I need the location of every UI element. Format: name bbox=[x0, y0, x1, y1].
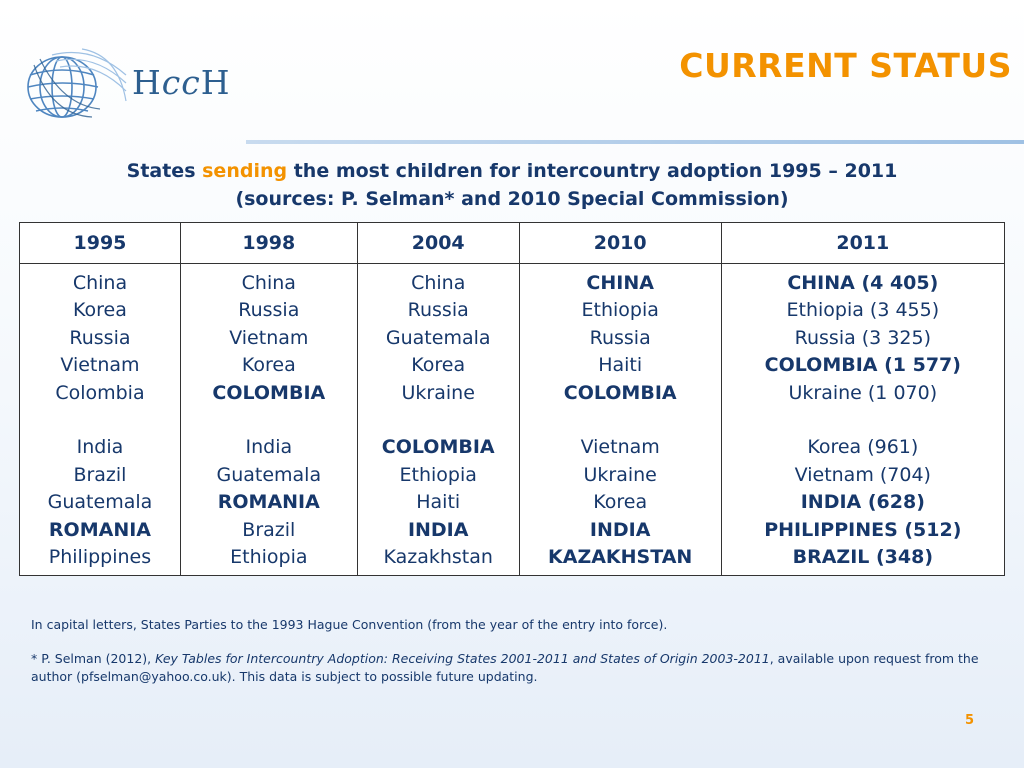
table-header-row: 1995 1998 2004 2010 2011 bbox=[19, 222, 1006, 264]
country-entry: KAZAKHSTAN bbox=[548, 546, 693, 569]
country-entry: Colombia bbox=[55, 381, 145, 404]
country-entry: Brazil bbox=[73, 463, 127, 486]
country-entry: Ukraine bbox=[401, 381, 475, 404]
country-entry: CHINA bbox=[586, 272, 654, 294]
country-entry: Guatemala bbox=[47, 491, 153, 514]
column-header: 2010 bbox=[518, 222, 722, 264]
country-entry: Haiti bbox=[598, 354, 643, 377]
country-entry: INDIA (628) bbox=[800, 491, 925, 514]
country-entry: Korea bbox=[593, 491, 648, 514]
country-entry: COLOMBIA bbox=[563, 381, 677, 404]
country-entry: Haiti bbox=[416, 491, 461, 514]
footnote-source: * P. Selman (2012), Key Tables for Inter… bbox=[31, 651, 979, 684]
year-cell: China Russia Vietnam Korea COLOMBIA India Guat… bbox=[179, 262, 358, 577]
country-entry: India bbox=[245, 436, 293, 459]
country-entry: Philippines bbox=[48, 546, 152, 569]
country-entry: Russia bbox=[238, 299, 300, 322]
country-entry: Brazil bbox=[242, 518, 296, 541]
country-entry: PHILIPPINES (512) bbox=[764, 518, 962, 541]
adoption-table: 1995 1998 2004 2010 2011 China Korea Russi… bbox=[19, 222, 1006, 577]
column-header: 1998 bbox=[179, 222, 358, 264]
page-number: 5 bbox=[964, 713, 974, 728]
country-entry: China bbox=[411, 272, 466, 294]
country-entry: China bbox=[72, 272, 128, 294]
country-entry: Guatemala bbox=[216, 463, 322, 486]
country-entry: Korea (961) bbox=[807, 436, 919, 459]
column-header: 2011 bbox=[720, 222, 1006, 264]
group-spacer bbox=[722, 407, 1004, 434]
country-entry: Ethiopia bbox=[581, 299, 659, 322]
slide-title: CURRENT STATUS bbox=[679, 46, 1012, 85]
footnote-capitals: In capital letters, States Parties to th… bbox=[31, 617, 668, 632]
country-entry: Kazakhstan bbox=[383, 546, 493, 569]
country-entry: India bbox=[76, 436, 124, 459]
country-entry: China bbox=[241, 272, 296, 294]
country-entry: ROMANIA bbox=[217, 491, 320, 514]
group-spacer bbox=[358, 407, 519, 434]
country-entry: CHINA (4 405) bbox=[787, 272, 939, 294]
country-entry: Vietnam bbox=[580, 436, 660, 459]
country-entry: Russia bbox=[69, 326, 131, 349]
hcch-logo: HccH bbox=[22, 45, 242, 125]
country-entry: BRAZIL (348) bbox=[792, 546, 934, 569]
country-entry: Vietnam bbox=[60, 354, 140, 377]
country-entry: COLOMBIA bbox=[381, 436, 495, 459]
country-entry: Ethiopia bbox=[399, 463, 477, 486]
country-entry: Korea bbox=[411, 354, 466, 377]
country-entry: Korea bbox=[73, 299, 127, 322]
country-entry: Ukraine bbox=[583, 463, 657, 486]
column-header: 1995 bbox=[19, 222, 181, 264]
country-entry: ROMANIA bbox=[48, 518, 151, 541]
country-entry: Ethiopia (3 455) bbox=[786, 299, 940, 322]
country-entry: Russia (3 325) bbox=[794, 326, 931, 349]
year-cell: CHINA Ethiopia Russia Haiti COLOMBIA Vietnam U… bbox=[518, 262, 722, 577]
subtitle-line-1: States sending the most children for int… bbox=[126, 160, 898, 182]
year-cell: China Korea Russia Vietnam Colombia India Braz… bbox=[19, 262, 181, 577]
subtitle-line-2: (sources: P. Selman* and 2010 Special Co… bbox=[235, 188, 789, 210]
country-entry: Russia bbox=[589, 326, 651, 349]
globe-icon bbox=[27, 48, 127, 118]
country-entry: Vietnam bbox=[229, 326, 309, 349]
country-entry: Ukraine (1 070) bbox=[788, 381, 938, 404]
country-entry: Ethiopia bbox=[230, 546, 308, 569]
country-entry: COLOMBIA (1 577) bbox=[764, 354, 961, 377]
country-entry: Guatemala bbox=[385, 326, 491, 349]
year-cell: CHINA (4 405) Ethiopia (3 455) Russia (3 3… bbox=[720, 262, 1006, 577]
logo-wordmark: HccH bbox=[132, 63, 231, 102]
country-entry: Vietnam (704) bbox=[794, 463, 931, 486]
subtitle-highlight: sending bbox=[202, 160, 288, 182]
group-spacer bbox=[20, 407, 180, 434]
header-divider bbox=[246, 140, 1024, 144]
group-spacer bbox=[520, 407, 721, 434]
country-entry: Russia bbox=[407, 299, 469, 322]
group-spacer bbox=[181, 407, 357, 434]
country-entry: INDIA bbox=[589, 518, 651, 541]
country-entry: COLOMBIA bbox=[212, 381, 326, 404]
table-row: China Korea Russia Vietnam Colombia India Braz… bbox=[19, 262, 1006, 577]
country-entry: Korea bbox=[241, 354, 296, 377]
country-entry: INDIA bbox=[407, 518, 469, 541]
column-header: 2004 bbox=[356, 222, 520, 264]
year-cell: China Russia Guatemala Korea Ukraine COLOMBIA… bbox=[356, 262, 520, 577]
